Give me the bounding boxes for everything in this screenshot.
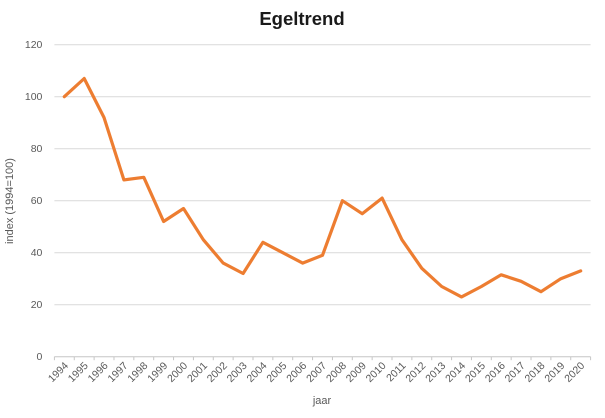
- x-tick-label: 1996: [86, 360, 111, 385]
- x-tick-label: 1998: [125, 360, 150, 385]
- y-tick-label: 40: [31, 247, 43, 259]
- x-tick-label: 2008: [324, 360, 349, 385]
- y-tick-label: 0: [37, 351, 43, 363]
- x-tick-label: 1999: [145, 360, 170, 385]
- plot-area: 0204060801001201994199519961997199819992…: [25, 39, 592, 385]
- x-tick-label: 2005: [264, 360, 289, 385]
- x-axis-title: jaar: [312, 395, 332, 407]
- x-tick-label: 1995: [66, 360, 91, 385]
- x-tick-label: 2012: [403, 360, 428, 385]
- x-tick-label: 2014: [443, 360, 468, 385]
- x-tick-label: 1994: [46, 360, 71, 385]
- trend-line: [62, 76, 583, 299]
- y-tick-label: 80: [31, 143, 43, 155]
- x-tick-label: 2000: [165, 360, 190, 385]
- y-tick-label: 120: [25, 39, 43, 51]
- x-tick-label: 2011: [384, 360, 409, 385]
- y-tick-label: 60: [31, 195, 43, 207]
- y-axis-title: index (1994=100): [4, 158, 16, 244]
- x-tick-label: 2018: [523, 360, 548, 385]
- x-tick-label: 2010: [364, 360, 389, 385]
- chart-title: Egeltrend: [259, 8, 344, 29]
- x-tick-label: 2015: [463, 360, 488, 385]
- x-tick-label: 2001: [185, 360, 210, 385]
- x-tick-label: 2002: [205, 360, 230, 385]
- x-tick-label: 2006: [284, 360, 309, 385]
- x-tick-label: 2007: [304, 360, 329, 385]
- x-tick-label: 2009: [344, 360, 369, 385]
- x-tick-label: 2016: [483, 360, 508, 385]
- y-tick-label: 20: [31, 299, 43, 311]
- x-tick-label: 2020: [562, 360, 587, 385]
- x-tick-label: 2004: [245, 360, 270, 385]
- x-tick-label: 1997: [106, 360, 131, 385]
- x-tick-label: 2017: [503, 360, 528, 385]
- x-tick-label: 2013: [423, 360, 448, 385]
- x-tick-label: 2019: [542, 360, 567, 385]
- x-tick-label: 2003: [225, 360, 250, 385]
- y-tick-label: 100: [25, 91, 43, 103]
